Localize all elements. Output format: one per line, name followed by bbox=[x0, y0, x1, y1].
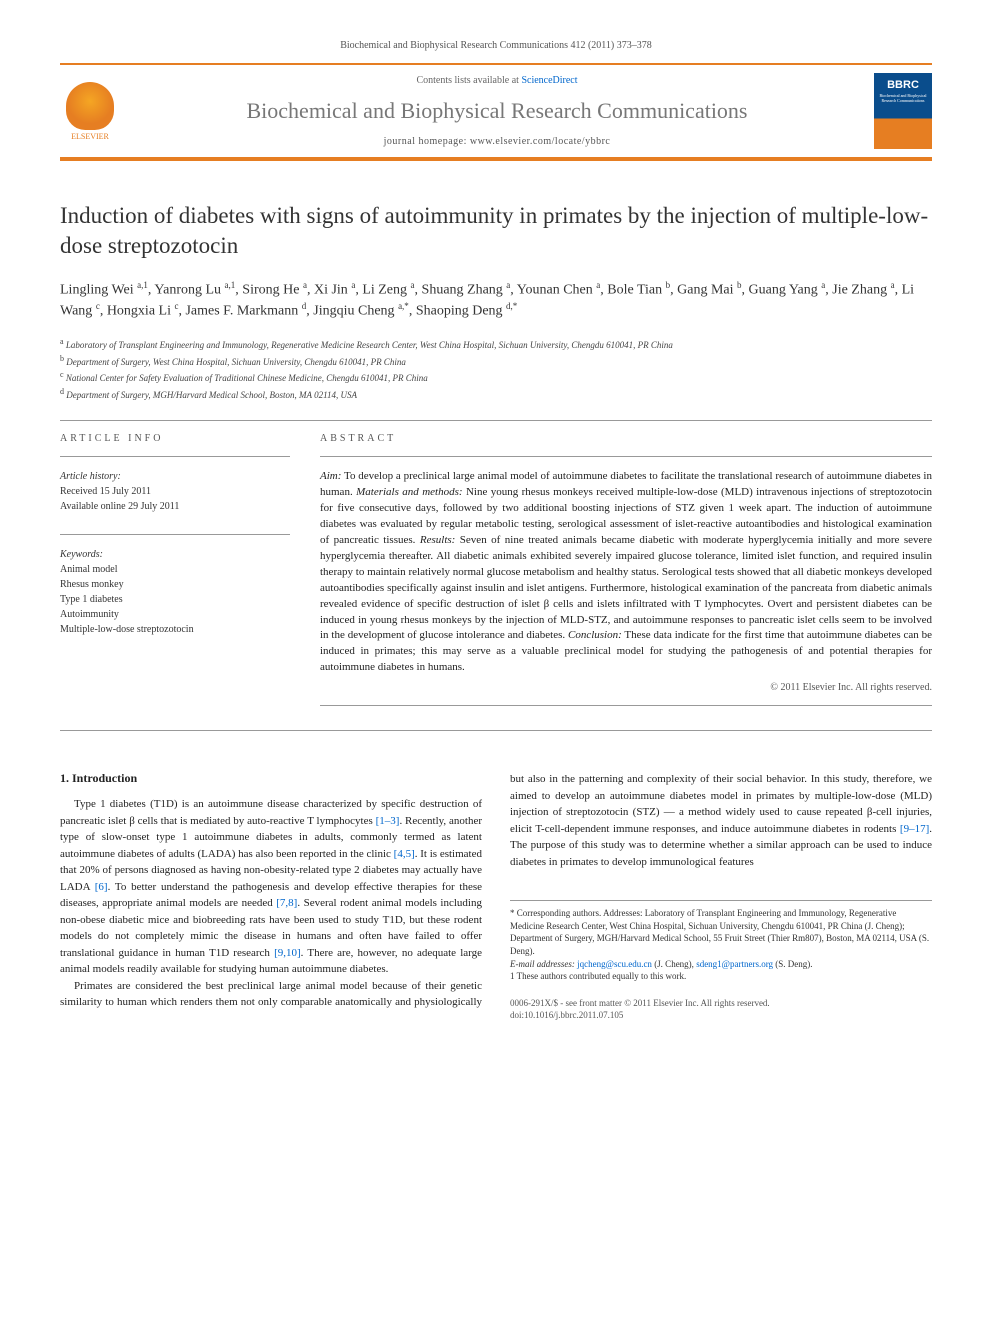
journal-name: Biochemical and Biophysical Research Com… bbox=[132, 98, 862, 124]
keywords-list: Animal modelRhesus monkeyType 1 diabetes… bbox=[60, 564, 194, 635]
keywords-block: Keywords: Animal modelRhesus monkeyType … bbox=[60, 547, 290, 637]
ref-link[interactable]: [9,10] bbox=[274, 947, 301, 959]
intro-para-1: Type 1 diabetes (T1D) is an autoimmune d… bbox=[60, 796, 482, 978]
text: (J. Cheng), bbox=[652, 959, 696, 969]
footnotes: * Corresponding authors. Addresses: Labo… bbox=[510, 900, 932, 983]
author-list: Lingling Wei a,1, Yanrong Lu a,1, Sirong… bbox=[60, 279, 932, 322]
article-info-col: ARTICLE INFO Article history: Received 1… bbox=[60, 433, 290, 718]
abstract-text: Aim: To develop a preclinical large anim… bbox=[320, 469, 932, 676]
text: (S. Deng). bbox=[773, 959, 813, 969]
homepage-prefix: journal homepage: bbox=[384, 136, 470, 147]
history-online: Available online 29 July 2011 bbox=[60, 501, 179, 512]
ref-link[interactable]: [7,8] bbox=[276, 897, 297, 909]
email-link[interactable]: sdeng1@partners.org bbox=[696, 959, 773, 969]
divider bbox=[60, 730, 932, 731]
elsevier-label: ELSEVIER bbox=[71, 132, 109, 141]
divider bbox=[320, 456, 932, 457]
footer-doi: doi:10.1016/j.bbrc.2011.07.105 bbox=[510, 1009, 932, 1022]
divider bbox=[60, 456, 290, 457]
cover-abbrev: BBRC bbox=[887, 79, 919, 91]
body-two-column: 1. Introduction Type 1 diabetes (T1D) is… bbox=[60, 771, 932, 1022]
divider bbox=[60, 534, 290, 535]
copyright-line: © 2011 Elsevier Inc. All rights reserved… bbox=[320, 682, 932, 693]
affiliations: a Laboratory of Transplant Engineering a… bbox=[60, 336, 932, 402]
ref-link[interactable]: [1–3] bbox=[376, 815, 400, 827]
ref-link[interactable]: [9–17] bbox=[900, 823, 929, 835]
footnote-equal-contrib: 1 These authors contributed equally to t… bbox=[510, 970, 932, 983]
info-abstract-row: ARTICLE INFO Article history: Received 1… bbox=[60, 433, 932, 718]
email-link[interactable]: jqcheng@scu.edu.cn bbox=[577, 959, 652, 969]
footer-meta: 0006-291X/$ - see front matter © 2011 El… bbox=[510, 997, 932, 1022]
article-title: Induction of diabetes with signs of auto… bbox=[60, 201, 932, 261]
elsevier-tree-icon bbox=[66, 82, 114, 130]
history-label: Article history: bbox=[60, 471, 121, 482]
elsevier-logo: ELSEVIER bbox=[60, 76, 120, 146]
keywords-label: Keywords: bbox=[60, 549, 103, 560]
abstract-header: ABSTRACT bbox=[320, 433, 932, 444]
header-citation: Biochemical and Biophysical Research Com… bbox=[60, 40, 932, 51]
contents-prefix: Contents lists available at bbox=[416, 75, 521, 86]
article-info-header: ARTICLE INFO bbox=[60, 433, 290, 444]
ref-link[interactable]: [6] bbox=[95, 881, 108, 893]
footer-issn: 0006-291X/$ - see front matter © 2011 El… bbox=[510, 997, 932, 1010]
footnote-emails: E-mail addresses: jqcheng@scu.edu.cn (J.… bbox=[510, 958, 932, 971]
history-block: Article history: Received 15 July 2011 A… bbox=[60, 469, 290, 514]
cover-subtitle: Biochemical and Biophysical Research Com… bbox=[874, 93, 932, 103]
abstract-col: ABSTRACT Aim: To develop a preclinical l… bbox=[320, 433, 932, 718]
journal-center: Contents lists available at ScienceDirec… bbox=[132, 75, 862, 147]
text: animal models are needed bbox=[156, 897, 276, 909]
history-received: Received 15 July 2011 bbox=[60, 486, 151, 497]
journal-cover-thumb: BBRC Biochemical and Biophysical Researc… bbox=[874, 73, 932, 149]
contents-line: Contents lists available at ScienceDirec… bbox=[132, 75, 862, 86]
sciencedirect-link[interactable]: ScienceDirect bbox=[521, 75, 577, 86]
homepage-url[interactable]: www.elsevier.com/locate/ybbrc bbox=[470, 136, 610, 147]
divider bbox=[60, 420, 932, 421]
intro-header: 1. Introduction bbox=[60, 771, 482, 786]
homepage-line: journal homepage: www.elsevier.com/locat… bbox=[132, 136, 862, 147]
ref-link[interactable]: [4,5] bbox=[394, 848, 415, 860]
journal-banner: ELSEVIER Contents lists available at Sci… bbox=[60, 63, 932, 161]
footnote-corresponding: * Corresponding authors. Addresses: Labo… bbox=[510, 907, 932, 957]
divider bbox=[320, 705, 932, 706]
email-label: E-mail addresses: bbox=[510, 959, 577, 969]
